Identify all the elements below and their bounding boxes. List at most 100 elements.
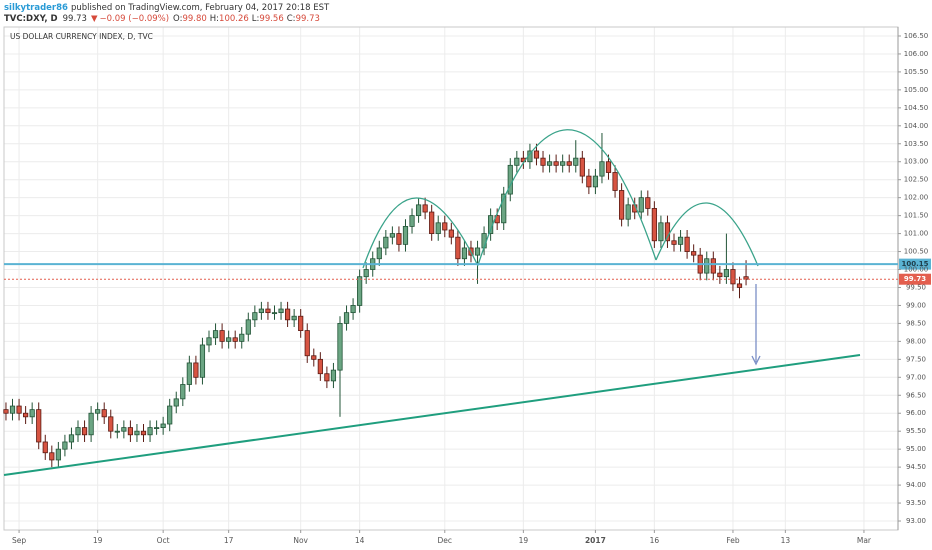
x-tick-label: Oct	[157, 536, 170, 545]
y-tick-label: 100.50	[904, 248, 929, 256]
y-tick-label: 93.50	[906, 499, 926, 507]
y-tick-label: 99.50	[906, 283, 926, 291]
candle-body	[599, 161, 605, 177]
candle-body	[101, 409, 107, 418]
candle-body	[180, 384, 186, 400]
symbol-line: TVC:DXY, D 99.73 ▼ −0.09 (−0.09%) O:99.80 H:1…	[4, 14, 320, 24]
trend-line	[3, 354, 861, 476]
y-tick-label: 96.50	[906, 391, 926, 399]
candle-body	[448, 229, 454, 238]
candle-body	[651, 208, 657, 242]
high-label: H:	[210, 14, 219, 24]
candle-body	[121, 427, 127, 432]
candle-body	[501, 193, 507, 224]
left-shoulder-arc	[362, 197, 479, 269]
candle-body	[55, 448, 61, 461]
y-tick-label: 106.50	[904, 32, 929, 40]
candle-body	[108, 416, 114, 432]
candle-body	[88, 412, 94, 436]
candle-body	[134, 430, 140, 436]
candle-body	[619, 190, 625, 220]
candle-body	[363, 269, 369, 278]
candle-body	[474, 247, 481, 256]
candle-body	[95, 409, 101, 414]
symbol: TVC:DXY, D	[4, 14, 58, 24]
candle-body	[658, 222, 664, 242]
y-tick-label: 95.50	[906, 427, 926, 435]
candle-body	[455, 236, 461, 260]
candle-body	[579, 157, 585, 177]
candle-body	[199, 344, 206, 378]
candle-body	[62, 441, 68, 450]
candle-body	[514, 157, 520, 166]
level-badge	[899, 273, 931, 285]
y-tick-label: 104.50	[904, 104, 929, 112]
y-tick-label: 103.50	[904, 140, 929, 148]
candle-body	[245, 319, 251, 335]
x-tick-label: 13	[781, 536, 791, 545]
y-tick-label: 101.00	[904, 230, 929, 238]
candle-body	[23, 412, 29, 418]
candle-body	[330, 369, 337, 382]
x-tick-label: 19	[519, 536, 529, 545]
candle-body	[435, 222, 441, 234]
candle-body	[422, 204, 428, 213]
candle-body	[226, 337, 232, 342]
candle-body	[311, 355, 317, 360]
x-tick-label: Feb	[726, 536, 740, 545]
candle-body	[383, 236, 389, 249]
candle-body	[49, 452, 55, 461]
candle-body	[442, 222, 448, 231]
close-value: 99.73	[296, 14, 320, 24]
candle-body	[717, 272, 723, 278]
candle-body	[736, 283, 743, 288]
candle-body	[645, 197, 651, 209]
y-tick-label: 97.50	[906, 355, 926, 363]
candle-body	[304, 330, 310, 357]
x-tick-label: 17	[224, 536, 234, 545]
candle-body	[461, 247, 468, 260]
publish-line: silkytrader86 published on TradingView.co…	[4, 3, 330, 13]
y-tick-label: 105.50	[904, 68, 929, 76]
candle-body	[671, 240, 677, 245]
candle-body	[239, 333, 245, 342]
candle-body	[186, 362, 192, 385]
candle-body	[743, 276, 749, 280]
candle-body	[160, 423, 166, 429]
y-tick-label: 103.00	[904, 158, 929, 166]
candle-body	[704, 258, 710, 274]
candle-body	[212, 330, 219, 339]
y-tick-label: 96.00	[906, 409, 926, 417]
candle-body	[664, 222, 671, 242]
candle-body	[337, 323, 343, 371]
candle-body	[284, 308, 291, 321]
candle-body	[343, 312, 350, 324]
y-tick-label: 106.00	[904, 50, 929, 58]
candle-body	[533, 150, 540, 159]
candle-body	[75, 427, 81, 436]
candle-body	[507, 164, 513, 195]
candle-body	[612, 172, 618, 191]
candle-body	[291, 315, 297, 321]
level-badge	[899, 258, 931, 270]
candle-body	[573, 157, 579, 166]
candle-body	[278, 308, 284, 314]
y-tick-label: 102.00	[904, 194, 929, 202]
y-tick-label: 94.50	[906, 463, 926, 471]
candle-body	[691, 251, 697, 256]
candle-body	[219, 330, 225, 342]
candle-body	[566, 161, 572, 166]
last-price: 99.73	[63, 14, 87, 24]
grid	[4, 27, 898, 530]
open-value: 99.80	[182, 14, 206, 24]
y-tick-label: 104.00	[904, 122, 929, 130]
y-tick-label: 98.50	[906, 319, 926, 327]
x-tick-label: 2017	[585, 536, 606, 545]
author[interactable]: silkytrader86	[4, 3, 68, 13]
candle-body	[324, 373, 330, 382]
candle-body	[684, 236, 690, 252]
candle-body	[638, 197, 644, 213]
